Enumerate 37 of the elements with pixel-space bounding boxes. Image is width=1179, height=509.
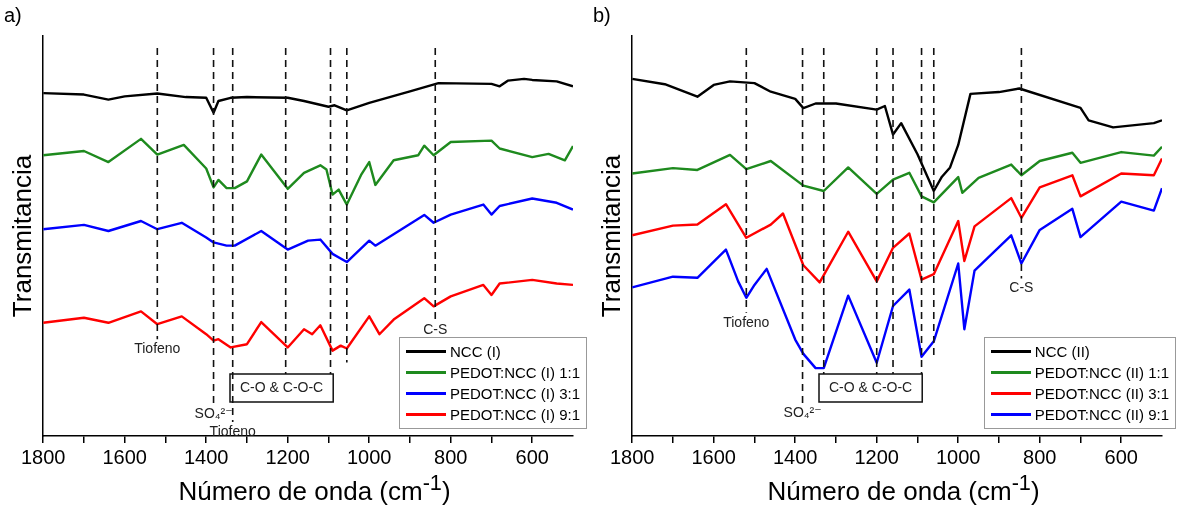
ref-line-label: Tiofeno (134, 340, 181, 357)
legend-label: PEDOT:NCC (I) 9:1 (449, 405, 580, 425)
legend-label: PEDOT:NCC (II) 3:1 (1034, 384, 1169, 404)
y-axis-title: Transmitancia (6, 154, 37, 318)
x-tick-label: 1600 (102, 445, 147, 468)
x-tick-label: 1400 (772, 445, 818, 468)
legend-label: PEDOT:NCC (II) 9:1 (1034, 405, 1169, 425)
x-tick-label: 1200 (265, 445, 310, 468)
x-tick-label: 800 (434, 445, 468, 468)
x-tick-label: 1200 (854, 445, 899, 468)
ref-line-label: Tiofeno (723, 313, 770, 330)
ref-line-label: SO₄²⁻ (783, 404, 822, 421)
x-tick-label: 1000 (346, 445, 392, 468)
x-tick-label: 1800 (20, 445, 66, 468)
legend-label: PEDOT:NCC (I) 1:1 (449, 363, 580, 383)
x-tick-label: 1400 (183, 445, 229, 468)
x-tick-label: 1600 (691, 445, 736, 468)
x-axis-title: Número de onda (cm$^{-1}$) (766, 470, 1041, 507)
y-axis-title: Transmitancia (595, 154, 626, 318)
annotation: C-O & C-O-C (240, 378, 324, 395)
ref-line-label: C-S (1009, 279, 1034, 296)
legend-label: NCC (I) (449, 342, 501, 362)
x-tick-label: 600 (1104, 445, 1138, 468)
x-axis-title: Número de onda (cm$^{-1}$) (177, 470, 452, 507)
x-tick-label: 1800 (609, 445, 655, 468)
x-tick-label: 1000 (935, 445, 981, 468)
chart-title: a) (4, 3, 22, 26)
ref-line-label: C-S (423, 321, 448, 338)
legend-label: PEDOT:NCC (I) 3:1 (449, 384, 580, 404)
legend-label: PEDOT:NCC (II) 1:1 (1034, 363, 1169, 383)
chart-title: b) (593, 3, 611, 26)
x-tick-label: 600 (515, 445, 549, 468)
ref-line-label: Tiofeno (209, 422, 256, 439)
ref-line-label: SO₄²⁻ (194, 404, 233, 421)
x-tick-label: 800 (1023, 445, 1057, 468)
legend-label: NCC (II) (1034, 342, 1090, 362)
annotation: C-O & C-O-C (829, 378, 913, 395)
